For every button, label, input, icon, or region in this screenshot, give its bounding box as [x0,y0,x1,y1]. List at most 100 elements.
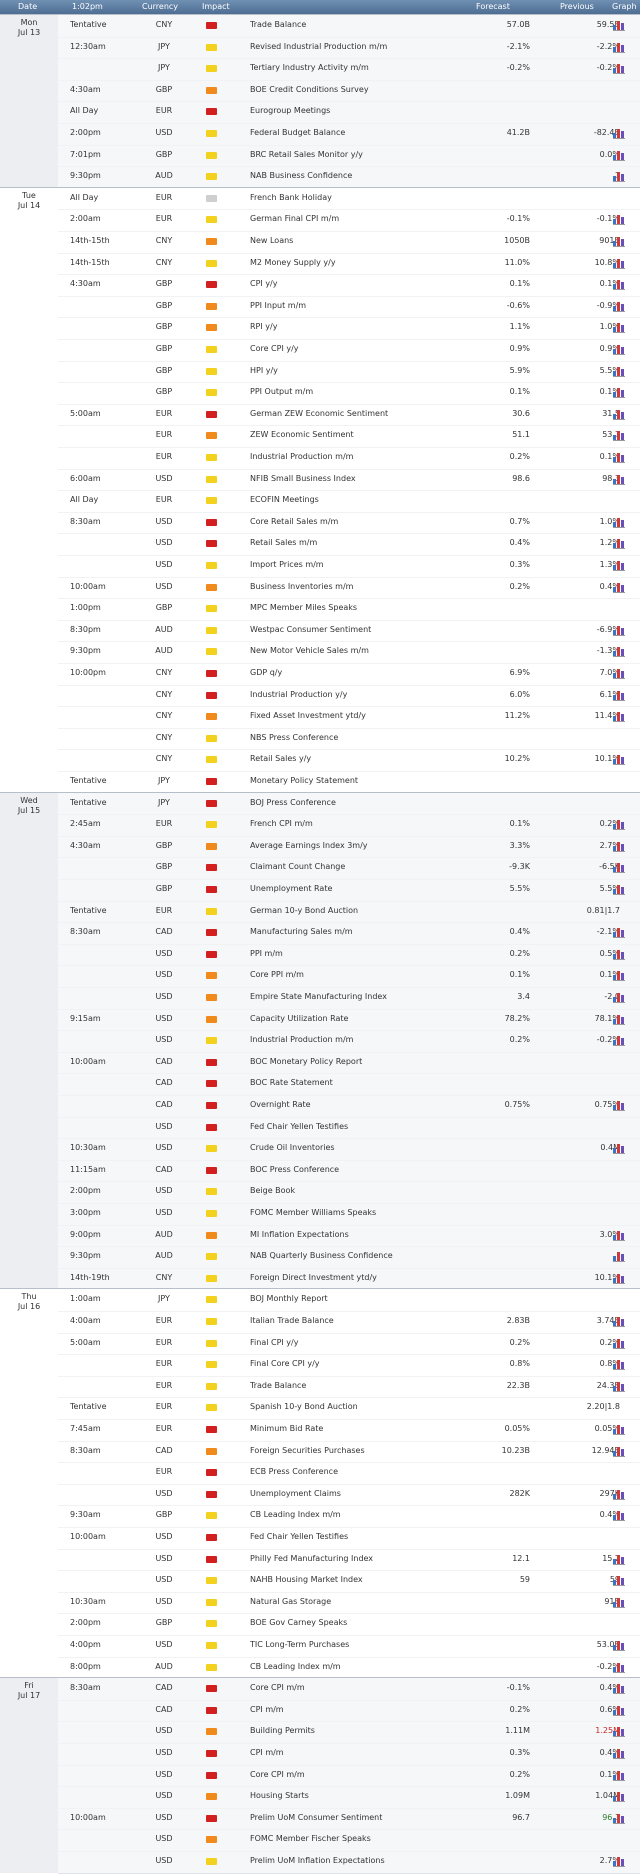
event-title[interactable]: ECB Press Conference [250,1467,338,1477]
graph-icon[interactable] [612,41,628,53]
table-row[interactable]: USD Fed Chair Yellen Testifies [58,1116,640,1140]
table-row[interactable]: USD Unemployment Claims 282K 297K [58,1483,640,1507]
table-row[interactable]: 3:00pm USD FOMC Member Williams Speaks [58,1202,640,1226]
table-row[interactable]: EUR Final Core CPI y/y 0.8% 0.8% [58,1354,640,1377]
table-row[interactable]: 4:30am GBP Average Earnings Index 3m/y 3.3%… [58,835,640,859]
table-row[interactable]: All Day EUR French Bank Holiday [58,187,640,211]
table-row[interactable]: USD Philly Fed Manufacturing Index 12.1 15.… [58,1548,640,1572]
event-title[interactable]: Philly Fed Manufacturing Index [250,1553,374,1563]
header-time[interactable]: 1:02pm [72,2,103,11]
table-row[interactable]: GBP PPI Output m/m 0.1% 0.1% [58,382,640,405]
event-title[interactable]: Manufacturing Sales m/m [250,927,353,937]
event-title[interactable]: ZEW Economic Sentiment [250,430,354,440]
graph-icon[interactable] [612,516,628,528]
graph-icon[interactable] [612,581,628,593]
graph-icon[interactable] [612,62,628,75]
table-row[interactable]: 9:30pm AUD NAB Business Confidence 7 [58,166,640,189]
table-row[interactable]: 4:30am GBP CPI y/y 0.1% 0.1% [58,274,640,297]
table-row[interactable]: CNY NBS Press Conference [58,727,640,751]
table-row[interactable]: 2:00pm USD Beige Book [58,1181,640,1204]
event-title[interactable]: Beige Book [250,1186,296,1196]
graph-icon[interactable] [612,1790,628,1803]
table-row[interactable]: 4:00pm USD TIC Long-Term Purchases 53.0B [58,1634,640,1658]
event-title[interactable]: CB Leading Index m/m [250,1510,341,1520]
event-title[interactable]: Minimum Bid Rate [250,1423,324,1433]
event-title[interactable]: Unemployment Claims [250,1488,341,1498]
graph-icon[interactable] [612,537,628,550]
graph-icon[interactable] [612,840,628,852]
table-row[interactable]: 8:30am CAD Core CPI m/m -0.1% 0.4% [58,1678,640,1701]
graph-icon[interactable] [612,1337,628,1349]
event-title[interactable]: Federal Budget Balance [250,128,346,137]
event-title[interactable]: Core CPI y/y [250,343,299,353]
event-title[interactable]: Import Prices m/m [250,559,324,569]
table-row[interactable]: 4:30am GBP BOE Credit Conditions Survey [58,79,640,103]
table-row[interactable]: 8:30am CAD Foreign Securities Purchases 10.… [58,1440,640,1464]
event-title[interactable]: PPI Output m/m [250,387,314,397]
event-title[interactable]: PPI m/m [250,948,283,958]
event-title[interactable]: BOE Gov Carney Speaks [250,1618,348,1628]
graph-icon[interactable] [612,1725,628,1738]
graph-icon[interactable] [612,473,628,485]
event-title[interactable]: Overnight Rate [250,1099,311,1109]
table-row[interactable]: USD CPI m/m 0.3% 0.4% [58,1742,640,1766]
table-row[interactable]: EUR Trade Balance 22.3B 24.3B [58,1375,640,1399]
graph-icon[interactable] [612,1013,628,1025]
graph-icon[interactable] [612,883,628,895]
table-row[interactable]: 9:30pm AUD New Motor Vehicle Sales m/m -1.3… [58,641,640,664]
event-title[interactable]: French Bank Holiday [250,192,332,202]
table-row[interactable]: USD Core CPI m/m 0.2% 0.1% [58,1764,640,1788]
table-row[interactable]: 8:00pm AUD CB Leading Index m/m -0.2% [58,1656,640,1680]
graph-icon[interactable] [612,343,628,355]
event-title[interactable]: Revised Industrial Production m/m [250,41,388,51]
table-row[interactable]: All Day EUR Eurogroup Meetings [58,101,640,124]
table-row[interactable]: CAD CPI m/m 0.2% 0.6% [58,1699,640,1723]
event-title[interactable]: NAHB Housing Market Index [250,1575,363,1585]
graph-icon[interactable] [612,1682,628,1695]
event-title[interactable]: MI Inflation Expectations [250,1229,349,1239]
graph-icon[interactable] [612,365,628,377]
event-title[interactable]: PPI Input m/m [250,300,307,310]
event-title[interactable]: Industrial Production y/y [250,689,348,699]
table-row[interactable]: 6:00am USD NFIB Small Business Index 98.6 98… [58,468,640,492]
event-title[interactable]: CPI m/m [250,1747,284,1757]
table-row[interactable]: 10:00am USD Prelim UoM Consumer Sentiment 9… [58,1807,640,1831]
table-row[interactable]: GBP HPI y/y 5.9% 5.5% [58,360,640,384]
table-row[interactable]: All Day EUR ECOFIN Meetings [58,490,640,513]
table-row[interactable]: 1:00pm GBP MPC Member Miles Speaks [58,598,640,621]
table-row[interactable]: Tentative EUR German 10-y Bond Auction 0.81… [58,900,640,924]
table-row[interactable]: USD FOMC Member Fischer Speaks [58,1829,640,1852]
table-row[interactable]: EUR Industrial Production m/m 0.2% 0.1% [58,446,640,470]
event-title[interactable]: Foreign Securities Purchases [250,1445,365,1455]
event-title[interactable]: Crude Oil Inventories [250,1143,335,1153]
table-row[interactable]: 10:30am USD Natural Gas Storage 91B [58,1591,640,1615]
graph-icon[interactable] [612,1358,628,1371]
graph-icon[interactable] [612,321,628,334]
table-row[interactable]: 7:45am EUR Minimum Bid Rate 0.05% 0.05% [58,1418,640,1442]
table-row[interactable]: 9:00pm AUD MI Inflation Expectations 3.0% [58,1224,640,1248]
event-title[interactable]: Core CPI m/m [250,1769,305,1779]
event-title[interactable]: Fed Chair Yellen Testifies [250,1121,349,1131]
event-title[interactable]: Final Core CPI y/y [250,1359,320,1369]
event-title[interactable]: NBS Press Conference [250,732,339,742]
graph-icon[interactable] [612,559,628,571]
graph-icon[interactable] [612,818,628,831]
event-title[interactable]: MPC Member Miles Speaks [250,603,358,613]
table-row[interactable]: JPY Tertiary Industry Activity m/m -0.2% -0… [58,58,640,81]
table-row[interactable]: 2:00pm GBP BOE Gov Carney Speaks [58,1613,640,1636]
event-title[interactable]: NAB Business Confidence [250,171,353,181]
table-row[interactable]: Tentative JPY Monetary Policy Statement [58,770,640,794]
table-row[interactable]: Tentative EUR Spanish 10-y Bond Auction 2.2… [58,1397,640,1420]
graph-icon[interactable] [612,1229,628,1241]
table-row[interactable]: USD Industrial Production m/m 0.2% -0.2% [58,1030,640,1053]
event-title[interactable]: Trade Balance [250,20,307,29]
table-row[interactable]: USD NAHB Housing Market Index 59 59 [58,1570,640,1593]
graph-icon[interactable] [612,624,628,636]
event-title[interactable]: Building Permits [250,1726,315,1736]
graph-icon[interactable] [612,1596,628,1608]
table-row[interactable]: USD Building Permits 1.11M 1.25M [58,1721,640,1744]
graph-icon[interactable] [612,1488,628,1500]
graph-icon[interactable] [612,386,628,399]
graph-icon[interactable] [612,1769,628,1781]
table-row[interactable]: CNY Industrial Production y/y 6.0% 6.1% [58,684,640,708]
